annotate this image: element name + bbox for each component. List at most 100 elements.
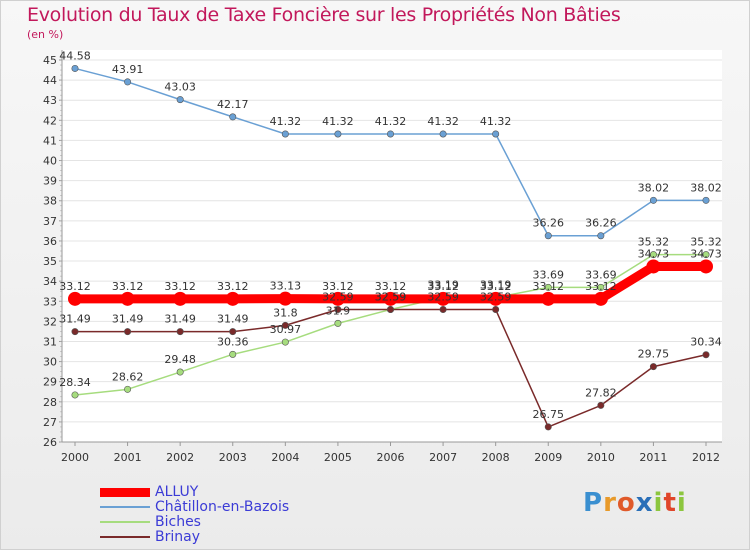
data-label: 31.49 xyxy=(164,313,196,326)
data-label: 32.59 xyxy=(375,291,407,304)
plot-area xyxy=(62,50,722,442)
data-point xyxy=(334,319,342,327)
y-tick-label: 44 xyxy=(43,74,57,87)
data-point xyxy=(649,196,657,204)
data-point xyxy=(492,306,500,314)
data-point xyxy=(176,96,184,104)
data-point xyxy=(278,291,293,306)
legend-label: Brinay xyxy=(155,529,200,545)
x-tick-label: 2006 xyxy=(377,451,405,464)
legend-item-brinay[interactable]: Brinay xyxy=(100,529,360,545)
proxiti-logo: Proxiti xyxy=(583,488,687,518)
logo-letter: i xyxy=(653,488,664,518)
data-label: 28.62 xyxy=(112,370,144,383)
data-label: 26.75 xyxy=(533,408,565,421)
data-label: 33.13 xyxy=(270,280,302,293)
data-label: 34.73 xyxy=(638,247,670,260)
data-point xyxy=(439,306,447,314)
y-tick-label: 29 xyxy=(43,376,57,389)
data-label: 28.34 xyxy=(59,376,91,389)
x-tick-label: 2007 xyxy=(429,451,457,464)
data-point xyxy=(124,328,132,336)
y-tick-label: 30 xyxy=(43,356,57,369)
data-label: 35.32 xyxy=(638,236,670,249)
data-point xyxy=(386,306,394,314)
y-tick-label: 41 xyxy=(43,134,57,147)
data-point xyxy=(71,64,79,72)
data-point xyxy=(173,291,188,306)
legend: ALLUY Châtillon-en-Bazois Biches Brinay xyxy=(100,484,360,545)
x-tick-label: 2005 xyxy=(324,451,352,464)
data-point xyxy=(229,350,237,358)
data-label: 41.32 xyxy=(375,115,407,128)
data-label: 44.58 xyxy=(59,49,91,62)
legend-swatch xyxy=(100,521,150,523)
data-label: 33.69 xyxy=(585,268,617,281)
data-label: 41.32 xyxy=(480,115,512,128)
data-point xyxy=(488,291,503,306)
data-label: 33.12 xyxy=(112,280,144,293)
data-label: 32.59 xyxy=(322,291,354,304)
data-label: 31.49 xyxy=(112,313,144,326)
data-point xyxy=(702,251,710,259)
legend-item-alluy[interactable]: ALLUY xyxy=(100,484,360,500)
legend-label: Châtillon-en-Bazois xyxy=(155,499,290,515)
data-label: 31.8 xyxy=(273,306,298,319)
y-tick-label: 28 xyxy=(43,396,57,409)
data-label: 32.59 xyxy=(480,291,512,304)
data-point xyxy=(229,113,237,121)
data-point xyxy=(597,232,605,240)
logo-letter: r xyxy=(603,488,617,518)
legend-label: Biches xyxy=(155,514,201,530)
y-tick-label: 33 xyxy=(43,295,57,308)
logo-letter: t xyxy=(663,488,677,518)
data-label: 33.12 xyxy=(59,280,91,293)
logo-letter: x xyxy=(635,488,654,518)
data-point xyxy=(71,391,79,399)
x-tick-label: 2008 xyxy=(482,451,510,464)
y-tick-label: 32 xyxy=(43,315,57,328)
y-tick-label: 27 xyxy=(43,416,57,429)
y-tick-label: 45 xyxy=(43,54,57,67)
data-label: 43.03 xyxy=(164,81,196,94)
x-tick-label: 2002 xyxy=(166,451,194,464)
data-point xyxy=(225,291,240,306)
legend-label: ALLUY xyxy=(155,484,199,500)
data-label: 36.26 xyxy=(585,217,617,230)
data-label: 43.91 xyxy=(112,63,144,76)
logo-letter: i xyxy=(676,488,687,518)
data-point xyxy=(334,130,342,138)
data-point xyxy=(492,130,500,138)
data-label: 30.97 xyxy=(270,323,302,336)
data-label: 33.12 xyxy=(375,280,407,293)
data-label: 36.26 xyxy=(533,217,565,230)
data-point xyxy=(124,385,132,393)
data-point xyxy=(383,291,398,306)
data-point xyxy=(646,259,661,274)
y-tick-label: 36 xyxy=(43,235,57,248)
x-tick-label: 2004 xyxy=(271,451,299,464)
data-label: 32.59 xyxy=(427,291,459,304)
data-point xyxy=(439,130,447,138)
data-label: 33.12 xyxy=(322,280,354,293)
legend-item-biches[interactable]: Biches xyxy=(100,514,360,530)
y-tick-label: 34 xyxy=(43,275,57,288)
y-tick-label: 42 xyxy=(43,114,57,127)
data-label: 33.69 xyxy=(533,268,565,281)
y-tick-label: 26 xyxy=(43,436,57,449)
data-point xyxy=(229,328,237,336)
logo-letter: P xyxy=(583,488,604,518)
data-label: 34.73 xyxy=(690,247,722,260)
x-tick-label: 2009 xyxy=(534,451,562,464)
data-point xyxy=(649,363,657,371)
y-tick-label: 40 xyxy=(43,155,57,168)
y-tick-label: 35 xyxy=(43,255,57,268)
data-label: 29.48 xyxy=(164,353,196,366)
legend-item-chatillon-en-bazois[interactable]: Châtillon-en-Bazois xyxy=(100,499,360,515)
data-point xyxy=(176,368,184,376)
data-label: 29.75 xyxy=(638,348,670,361)
logo-letter: o xyxy=(616,488,636,518)
data-point xyxy=(541,291,556,306)
data-label: 41.32 xyxy=(427,115,459,128)
